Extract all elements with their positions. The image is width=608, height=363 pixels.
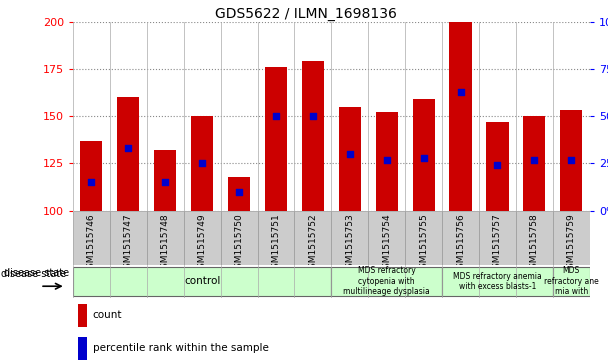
- Text: MDS refractory
cytopenia with
multilineage dysplasia: MDS refractory cytopenia with multilinea…: [344, 266, 430, 296]
- Point: [492, 162, 502, 168]
- Bar: [376, 113, 398, 211]
- Point: [234, 189, 244, 195]
- Bar: [442, 211, 479, 265]
- Point: [567, 157, 576, 163]
- Text: GSM1515755: GSM1515755: [419, 213, 428, 274]
- Bar: [78, 337, 88, 360]
- Bar: [405, 211, 442, 265]
- Bar: [184, 211, 221, 265]
- Bar: [560, 110, 582, 211]
- Point: [123, 145, 133, 151]
- Text: GSM1515759: GSM1515759: [567, 213, 576, 274]
- Bar: [294, 211, 331, 265]
- Bar: [80, 141, 103, 211]
- Bar: [553, 266, 590, 296]
- Text: GSM1515752: GSM1515752: [308, 213, 317, 274]
- Bar: [265, 67, 287, 211]
- Bar: [516, 211, 553, 265]
- Bar: [442, 266, 553, 296]
- Point: [161, 179, 170, 185]
- Bar: [258, 211, 294, 265]
- Bar: [73, 211, 110, 265]
- Point: [382, 157, 392, 163]
- Point: [86, 179, 96, 185]
- Text: GSM1515758: GSM1515758: [530, 213, 539, 274]
- Bar: [523, 116, 545, 211]
- Point: [419, 155, 429, 160]
- Text: GSM1515753: GSM1515753: [345, 213, 354, 274]
- Text: GSM1515748: GSM1515748: [161, 213, 170, 274]
- Point: [271, 113, 281, 119]
- Bar: [449, 22, 472, 211]
- Bar: [191, 116, 213, 211]
- Bar: [110, 211, 147, 265]
- Bar: [486, 122, 508, 211]
- Text: GSM1515749: GSM1515749: [198, 213, 207, 274]
- Text: MDS refractory anemia
with excess blasts-1: MDS refractory anemia with excess blasts…: [453, 272, 542, 291]
- Bar: [73, 266, 331, 296]
- Text: GSM1515757: GSM1515757: [493, 213, 502, 274]
- Bar: [117, 97, 139, 211]
- Bar: [302, 61, 324, 211]
- Bar: [154, 150, 176, 211]
- Text: GSM1515746: GSM1515746: [87, 213, 96, 274]
- Text: disease state: disease state: [4, 268, 69, 278]
- Title: GDS5622 / ILMN_1698136: GDS5622 / ILMN_1698136: [215, 7, 396, 21]
- Text: disease state: disease state: [1, 269, 66, 279]
- Point: [455, 89, 465, 94]
- Point: [345, 151, 354, 157]
- Text: control: control: [184, 276, 220, 286]
- Text: GSM1515747: GSM1515747: [124, 213, 133, 274]
- Text: count: count: [92, 310, 122, 320]
- Bar: [331, 211, 368, 265]
- Bar: [331, 266, 442, 296]
- Bar: [78, 304, 88, 327]
- Bar: [413, 99, 435, 211]
- Bar: [479, 211, 516, 265]
- Text: GSM1515750: GSM1515750: [235, 213, 244, 274]
- Bar: [147, 211, 184, 265]
- Text: GSM1515754: GSM1515754: [382, 213, 391, 274]
- Bar: [553, 211, 590, 265]
- Point: [197, 160, 207, 166]
- Text: MDS
refractory ane
mia with: MDS refractory ane mia with: [544, 266, 599, 296]
- Point: [308, 113, 318, 119]
- Bar: [228, 176, 250, 211]
- Text: GSM1515751: GSM1515751: [272, 213, 280, 274]
- Text: GSM1515756: GSM1515756: [456, 213, 465, 274]
- Bar: [221, 211, 258, 265]
- Bar: [368, 211, 405, 265]
- Text: percentile rank within the sample: percentile rank within the sample: [92, 343, 269, 353]
- Bar: [339, 107, 361, 211]
- Point: [530, 157, 539, 163]
